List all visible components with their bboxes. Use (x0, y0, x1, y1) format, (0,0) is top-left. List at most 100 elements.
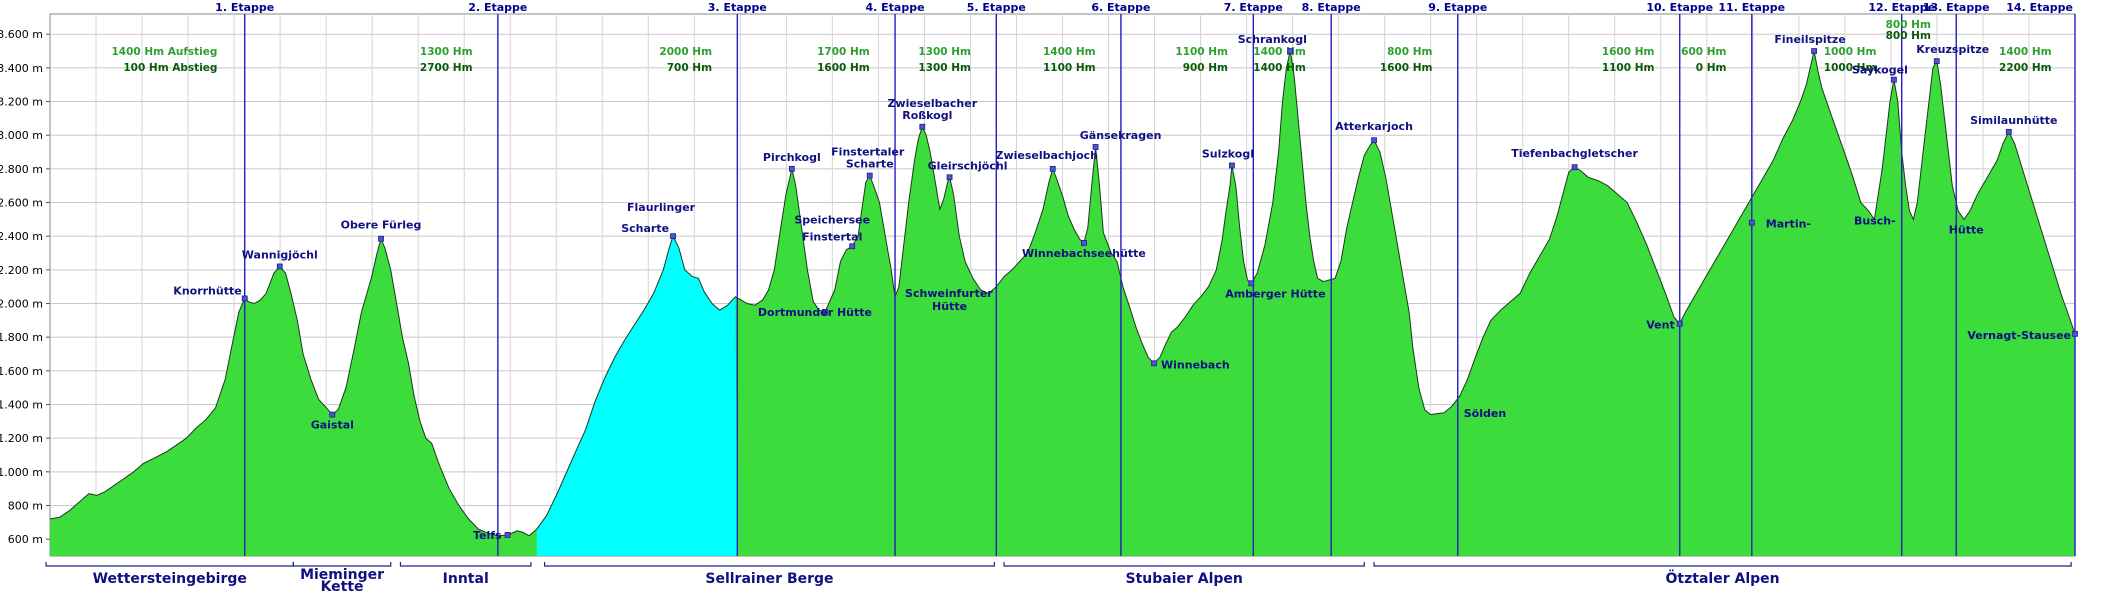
region-bracket (399, 562, 532, 567)
descent-label: 800 Hm (1886, 30, 1931, 42)
place-label: Hütte (1949, 223, 1984, 236)
region-label: Sellrainer Berge (705, 571, 833, 587)
place-labels: Knorrhütte Wannigjöchl Gaistal Obere Fürleg… (173, 33, 2078, 542)
region-label-line2: Kette (321, 579, 364, 592)
stage-label: 9. Etappe (1428, 1, 1487, 14)
place-label: Sulzkogl (1202, 147, 1254, 160)
profile-area (49, 50, 2076, 556)
place-marker (946, 174, 953, 181)
descent-label: 1300 Hm (918, 62, 971, 74)
descent-label: 1000 Hm (1824, 62, 1877, 74)
highlight-segment (536, 236, 738, 556)
y-tick-label: 3.000 m (0, 129, 43, 142)
y-tick-label: 600 m (8, 533, 43, 546)
place-label: Wannigjöchl (242, 248, 318, 261)
ascent-label: 800 Hm (1387, 46, 1432, 58)
descent-label: 100 Hm Abstieg (123, 62, 217, 74)
stage-label: 1. Etappe (215, 1, 274, 14)
region-bracket (1003, 562, 1365, 567)
place-label: Zwieselbacher (887, 97, 977, 110)
stage-label: 11. Etappe (1718, 1, 1785, 14)
place-label: Zwieselbachjoch (996, 149, 1098, 162)
place-label: Knorrhütte (173, 284, 241, 297)
place-marker (1228, 162, 1235, 169)
place-marker (378, 235, 384, 242)
place-marker (241, 295, 248, 302)
y-tick-label: 1.000 m (0, 466, 43, 479)
place-label: Finstertaler (831, 146, 905, 159)
place-label: Vent (1646, 319, 1674, 332)
place-label: Tiefenbachgletscher (1511, 147, 1638, 160)
place-label: Roßkogl (902, 109, 952, 122)
place-label: Winnebach (1161, 358, 1230, 371)
descent-label: 700 Hm (667, 62, 712, 74)
stage-stats: 1400 Hm Aufstieg 100 Hm Abstieg 1300 Hm 270… (111, 19, 2051, 74)
stage-label: 13. Etappe (1923, 1, 1990, 14)
descent-label: 1100 Hm (1043, 62, 1096, 74)
place-label: Schrankogl (1238, 33, 1307, 46)
descent-label: 2700 Hm (420, 62, 473, 74)
place-marker (1081, 240, 1087, 246)
region-label: Inntal (443, 571, 489, 587)
place-label: Winnebachseehütte (1022, 247, 1146, 260)
place-label: Sölden (1464, 407, 1506, 420)
place-label: Scharte (846, 158, 894, 171)
place-label: Gaistal (311, 419, 354, 432)
ascent-label: 1400 Hm Aufstieg (111, 46, 217, 58)
place-marker (1748, 219, 1755, 226)
region-bracket (45, 562, 294, 567)
place-label: Gleirschjöchl (928, 159, 1008, 172)
place-marker (919, 123, 926, 130)
region-label: Stubaier Alpen (1125, 571, 1242, 587)
y-tick-label: 2.000 m (0, 298, 43, 311)
region-bracket (543, 562, 995, 567)
descent-label: 1400 Hm (1253, 62, 1306, 74)
y-tick-label: 1.400 m (0, 399, 43, 412)
place-marker (2005, 128, 2012, 135)
stage-label: 8. Etappe (1302, 1, 1361, 14)
place-label: Similaunhütte (1970, 114, 2057, 127)
place-label: Finstertal (802, 230, 862, 243)
region-label: Wettersteingebirge (93, 571, 247, 587)
place-marker (1371, 137, 1377, 144)
place-label: Saykogel (1852, 64, 1908, 77)
place-label: Pirchkogl (763, 151, 821, 164)
y-tick-label: 3.600 m (0, 28, 43, 41)
descent-label: 900 Hm (1183, 62, 1228, 74)
stage-label: 10. Etappe (1646, 1, 1713, 14)
stage-label: 4. Etappe (866, 1, 925, 14)
place-marker (1092, 144, 1099, 150)
stage-label: 14. Etappe (2006, 1, 2073, 14)
y-tick-label: 1.600 m (0, 365, 43, 378)
ascent-label: 1600 Hm (1602, 46, 1655, 58)
ascent-label: 1400 Hm (1043, 46, 1096, 58)
place-label: Martin- (1766, 218, 1811, 231)
region-label: Ötztaler Alpen (1666, 569, 1780, 587)
place-marker (849, 243, 856, 250)
stage-label: 5. Etappe (967, 1, 1026, 14)
ascent-label: 1300 Hm (918, 46, 971, 58)
place-label: Atterkarjoch (1335, 120, 1413, 133)
ascent-label: 600 Hm (1681, 46, 1726, 58)
descent-label: 1600 Hm (1380, 62, 1433, 74)
place-marker (788, 165, 795, 172)
place-marker (1811, 48, 1817, 54)
place-marker (276, 263, 283, 270)
y-tick-label: 2.600 m (0, 197, 43, 210)
place-marker (1933, 58, 1940, 65)
place-label: Scharte (621, 222, 669, 235)
y-tick-label: 2.400 m (0, 230, 43, 243)
stage-label: 6. Etappe (1091, 1, 1150, 14)
place-label: Obere Fürleg (341, 219, 422, 232)
place-marker (504, 532, 511, 538)
place-label: Hütte (932, 300, 967, 313)
ascent-label: 1300 Hm (420, 46, 473, 58)
region-label: Mieminger (300, 567, 384, 583)
stage-label: 12. Etappe (1868, 1, 1935, 14)
y-axis: 600 m 800 m 1.000 m 1.200 m 1.400 m 1.600 m 1.… (0, 28, 50, 546)
place-marker (2072, 330, 2078, 337)
ascent-label: 800 Hm (1886, 19, 1931, 31)
place-label: Busch- (1854, 214, 1896, 227)
